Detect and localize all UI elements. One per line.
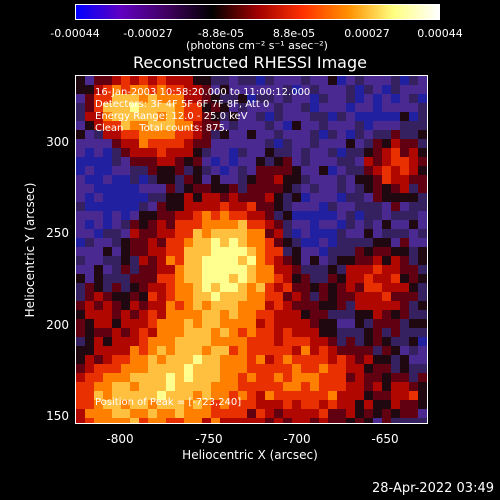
x-axis-label: Heliocentric X (arcsec) <box>182 448 318 462</box>
y-tick: 250 <box>46 226 69 240</box>
y-tick: 150 <box>46 409 69 423</box>
peak-position: Position of Peak = [-723,240] <box>95 397 242 408</box>
info-detectors: Detectors: 3F 4F 5F 6F 7F 8F, Att 0 <box>95 99 270 110</box>
rhessi-image <box>76 76 427 423</box>
colorbar-tick: 0.00027 <box>344 27 390 40</box>
colorbar-tick: 0.00044 <box>417 27 463 40</box>
info-clean: Clean Total counts: 875. <box>95 123 229 134</box>
colorbar-units: (photons cm⁻² s⁻¹ asec⁻²) <box>186 39 328 52</box>
colorbar-tick: -0.00044 <box>50 27 100 40</box>
y-tick: 200 <box>46 318 69 332</box>
timestamp: 28-Apr-2022 03:49 <box>372 481 494 496</box>
x-tick: -800 <box>106 432 134 446</box>
colorbar-tick: -0.00027 <box>123 27 173 40</box>
y-axis-label: Heliocentric Y (arcsec) <box>23 182 37 318</box>
info-energy: Energy Range: 12.0 - 25.0 keV <box>95 111 248 122</box>
info-time: 16-Jan-2003 10:58:20.000 to 11:00:12.000 <box>95 87 311 98</box>
x-tick: -700 <box>283 432 311 446</box>
y-tick: 300 <box>46 135 69 149</box>
x-tick: -650 <box>371 432 399 446</box>
plot-frame <box>75 75 428 424</box>
image-title: Reconstructed RHESSI Image <box>133 53 367 72</box>
colorbar-tick: -8.8e-05 <box>197 27 245 40</box>
x-tick: -750 <box>195 432 223 446</box>
colorbar <box>75 4 440 20</box>
colorbar-tick: 8.8e-05 <box>272 27 316 40</box>
